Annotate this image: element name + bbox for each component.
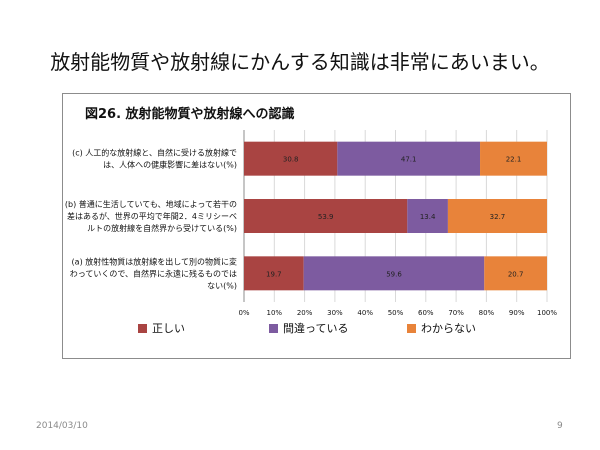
x-tick-label: 50% bbox=[388, 309, 404, 317]
chart-container: 図26. 放射能物質や放射線への認識 (c) 人工的な放射線と、自然に受ける放射… bbox=[62, 93, 571, 359]
slide-title: 放射能物質や放射線にかんする知識は非常にあいまい。 bbox=[50, 50, 550, 74]
data-label: 32.7 bbox=[490, 213, 506, 221]
legend-label: 間違っている bbox=[283, 322, 348, 335]
data-label: 53.9 bbox=[318, 213, 334, 221]
slide-page-number: 9 bbox=[557, 421, 563, 431]
data-label: 30.8 bbox=[283, 156, 299, 164]
legend-label: 正しい bbox=[152, 322, 185, 335]
category-label-line: ルトの放射線を自然界から受けている(%) bbox=[87, 223, 237, 233]
bar-segment bbox=[480, 141, 547, 176]
bar-segment bbox=[337, 141, 481, 176]
bar-segment bbox=[447, 199, 547, 233]
category-label-line: 差はあるが、世界の平均で年間2．4ミリシーベ bbox=[67, 211, 237, 221]
chart-title: 図26. 放射能物質や放射線への認識 bbox=[85, 106, 295, 122]
legend: 正しい 間違っている わからない bbox=[138, 322, 476, 335]
data-labels: 30.8 47.1 22.1 53.9 13.4 32.7 19.7 59.6 20.7 bbox=[266, 156, 523, 279]
legend-swatch bbox=[138, 324, 147, 333]
category-labels: (c) 人工的な放射線と、自然に受ける放射線では、人体への健康影響に差はない(%… bbox=[65, 148, 237, 291]
x-tick-label: 80% bbox=[479, 309, 495, 317]
bar-segment bbox=[407, 199, 448, 233]
bar-segment bbox=[244, 256, 304, 291]
legend-swatch bbox=[407, 324, 416, 333]
data-label: 47.1 bbox=[401, 156, 417, 164]
data-label: 19.7 bbox=[266, 270, 282, 278]
data-label: 22.1 bbox=[506, 156, 522, 164]
bars bbox=[244, 141, 547, 291]
category-label-line: ない(%) bbox=[207, 281, 237, 290]
bar-segment bbox=[244, 141, 338, 176]
x-tick-label: 10% bbox=[267, 309, 283, 317]
x-axis-ticks: 0% 10% 20% 30% 40% 50% 60% 70% 80% 90% 100% bbox=[238, 309, 557, 317]
bar-segment bbox=[484, 256, 547, 291]
data-label: 59.6 bbox=[386, 270, 402, 278]
category-label: (c) 人工的な放射線と、自然に受ける放射線では、人体への健康影響に差はない(%… bbox=[72, 148, 237, 170]
x-tick-label: 90% bbox=[509, 309, 525, 317]
x-tick-label: 30% bbox=[327, 309, 343, 317]
x-tick-label: 20% bbox=[297, 309, 313, 317]
legend-label: わからない bbox=[421, 322, 476, 335]
category-label-line: わっていくので、自然界に永遠に残るものでは bbox=[70, 268, 237, 278]
x-tick-label: 0% bbox=[238, 309, 249, 317]
legend-swatch bbox=[269, 324, 278, 333]
x-tick-label: 40% bbox=[357, 309, 373, 317]
x-tick-label: 60% bbox=[418, 309, 434, 317]
category-label: (b) 普通に生活していても、地域によって若干の差はあるが、世界の平均で年間2．… bbox=[65, 199, 237, 233]
category-label-line: (b) 普通に生活していても、地域によって若干の bbox=[65, 199, 237, 209]
x-tick-label: 70% bbox=[448, 309, 464, 317]
category-label: (a) 放射性物質は放射線を出して別の物質に変わっていくので、自然界に永遠に残る… bbox=[70, 256, 237, 290]
data-label: 13.4 bbox=[420, 213, 436, 221]
category-label-line: (c) 人工的な放射線と、自然に受ける放射線で bbox=[72, 148, 237, 158]
category-label-line: は、人体への健康影響に差はない(%) bbox=[103, 160, 237, 170]
bar-segment bbox=[244, 199, 408, 233]
x-tick-label: 100% bbox=[537, 309, 557, 317]
data-label: 20.7 bbox=[508, 270, 524, 278]
bar-segment bbox=[303, 256, 485, 291]
slide-date: 2014/03/10 bbox=[36, 421, 88, 431]
category-label-line: (a) 放射性物質は放射線を出して別の物質に変 bbox=[72, 256, 237, 266]
stacked-bar-chart: 図26. 放射能物質や放射線への認識 (c) 人工的な放射線と、自然に受ける放射… bbox=[65, 106, 557, 335]
